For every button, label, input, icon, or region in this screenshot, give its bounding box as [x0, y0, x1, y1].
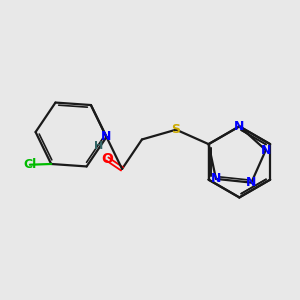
- Text: N: N: [101, 130, 112, 143]
- Text: S: S: [172, 123, 181, 136]
- Text: N: N: [234, 120, 244, 133]
- Text: N: N: [211, 172, 221, 185]
- Text: O: O: [101, 152, 113, 166]
- Text: N: N: [261, 144, 271, 157]
- Text: N: N: [246, 176, 256, 189]
- Text: Cl: Cl: [23, 158, 37, 171]
- Text: H: H: [94, 141, 104, 151]
